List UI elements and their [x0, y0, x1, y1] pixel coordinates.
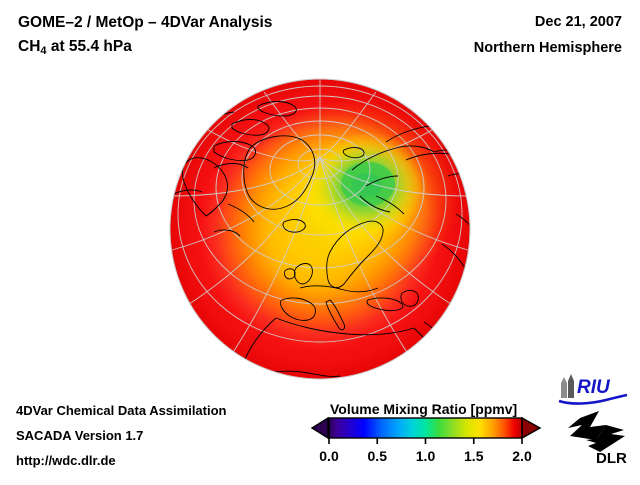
ch4-limb-shading: [170, 79, 470, 379]
footer-line-assimilation: 4DVar Chemical Data Assimilation: [16, 403, 227, 418]
dlr-wordmark: DLR: [596, 450, 627, 466]
colorbar: [310, 416, 542, 444]
globe-outline: [169, 78, 471, 380]
colorbar-tick-label: 2.0: [512, 448, 532, 464]
pressure-level-label: at 55.4 hPa: [46, 38, 132, 55]
species-subscript: 4: [40, 45, 47, 57]
species-subtitle: CH4 at 55.4 hPa: [18, 38, 132, 57]
colorbar-tick-label: 0.0: [319, 448, 339, 464]
globe-field: [170, 79, 470, 379]
colorbar-tick-label: 0.5: [367, 448, 387, 464]
species-label: CH: [18, 38, 41, 55]
date-label: Dec 21, 2007: [534, 14, 622, 30]
colorbar-gradient-bar: [328, 417, 523, 439]
riu-wave-icon: [558, 393, 628, 405]
hemisphere-label: Northern Hemisphere: [473, 40, 622, 56]
riu-logo: RIU: [558, 374, 628, 405]
coastlines: [170, 101, 470, 377]
colorbar-cap-low: [310, 416, 329, 440]
footer-line-url[interactable]: http://wdc.dlr.de: [16, 453, 116, 468]
riu-tower-icon: [561, 374, 574, 398]
colorbar-tick-label: 1.0: [415, 448, 436, 464]
dlr-logo: DLR: [568, 411, 627, 466]
colorbar-title: Volume Mixing Ratio [ppmv]: [330, 401, 518, 417]
colorbar-cap-high: [521, 416, 542, 440]
graticule: [170, 79, 470, 379]
dlr-star-icon: [568, 411, 625, 452]
footer-line-version: SACADA Version 1.7: [16, 428, 144, 443]
page-title: GOME–2 / MetOp – 4DVar Analysis: [18, 14, 273, 31]
riu-wordmark: RIU: [577, 377, 611, 398]
colorbar-ticks: [328, 438, 523, 444]
colorbar-tick-label: 1.5: [464, 448, 484, 464]
